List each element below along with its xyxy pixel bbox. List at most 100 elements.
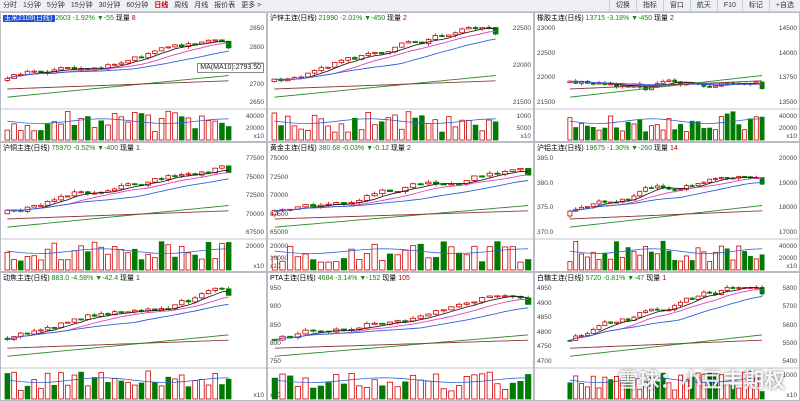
period-tab-6[interactable]: 日线 [154,2,169,9]
chart-panel-0[interactable]: 玉米2109(日线) 2603 -1.92% ▼-55 现量 8 2850 280… [0,12,267,142]
volume-bar [138,382,145,400]
price-axis-label: 70000 [245,210,264,218]
chart-panel-7[interactable]: PTA主连(日线) 4684 -3.14% ▼-152 现量 105 950 90… [267,272,534,401]
toolbar-button-2[interactable]: 窗口 [662,0,690,11]
volume-bar [701,128,707,141]
change-amount: ▼-55 [96,15,116,22]
period-tab-3[interactable]: 15分钟 [70,2,93,9]
volume-bar [318,118,325,141]
chart-panel-1[interactable]: 沪锌主连(日线) 21990 -2.01% ▼-450 现量 2 22500 22… [267,12,534,142]
chart-panel-5[interactable]: 沪铝主连(日线) 19675 -1.30% ▼-260 现量 14 20000 1… [534,142,800,272]
kline-chart [1,165,266,271]
candle-body [310,329,317,332]
volume-bar [24,385,31,400]
candle-body [118,185,125,190]
volume-bar [138,113,145,141]
volume-axis-label: 40000 [778,113,797,120]
volume-bar [132,112,138,141]
volume-bar [111,246,118,271]
toolbar-button-0[interactable]: 切换 [608,0,636,11]
instrument-name: 沪铜主连(日线) [3,145,52,152]
price-change: 13715 -3.18% [585,15,632,22]
volume-bar [584,125,590,141]
period-tab-8[interactable]: 月线 [194,2,209,9]
volume-bar [325,125,331,141]
toolbar-button-1[interactable]: 指标 [635,0,663,11]
volume-bar [654,124,660,141]
volume-bar [579,123,584,141]
period-tab-0[interactable]: 分时 [3,2,17,9]
chart-panel-4[interactable]: 黄金主连(日线) 380.68 -0.03% ▼-0.12 现量 2 75000… [267,142,534,272]
left-axis-label: 375.0 [537,204,554,212]
period-tab-2[interactable]: 5分钟 [46,2,65,9]
volume-bar [145,114,151,141]
volume-bar [724,113,730,141]
volume-unit-label: x10 [253,133,264,140]
chart-panel-6[interactable]: 动焦主连(日线) 883.0 -4.58% ▼-42.4 现量 1 x10 [0,272,267,401]
volume-bar [58,372,64,400]
chart-panel-3[interactable]: 沪铜主连(日线) 75970 -0.52% ▼-400 现量 1 77500 75… [0,142,267,272]
volume-bar [619,256,625,271]
candle-body [492,27,499,35]
volume-bar [689,120,695,141]
volume-bar [432,373,440,400]
price-change: 2603 -1.92% [55,15,97,22]
toolbar-actions: 切换 指标 窗口 航天 F10 标记 +自选 [608,0,800,11]
volume-bar [579,382,584,400]
toolbar-button-4[interactable]: F10 [716,0,742,11]
price-change: 21990 -2.01% [318,15,365,22]
ma-line-3 [569,205,763,228]
volume-bar [417,379,424,400]
period-tab-4[interactable]: 30分钟 [98,2,121,9]
volume-bar [625,371,631,400]
volume-bar [748,256,753,271]
ma-line-0 [274,295,529,341]
volume-bar [455,385,463,400]
left-axis-label: 380.0 [537,179,554,187]
chart-panel-2[interactable]: 橡胶主连(日线) 13715 -3.18% ▼-450 现量 2 14500 14… [534,12,800,142]
toolbar-button-6[interactable]: +自选 [768,0,800,11]
candle-body [310,204,317,207]
candle-body [345,57,351,61]
volume-bar [479,261,486,271]
toolbar-button-5[interactable]: 标记 [741,0,769,11]
ma-line-4 [274,80,496,90]
volume-bar [278,125,284,141]
left-axis-label: 385.0 [537,155,554,162]
candle-body [219,287,225,290]
volume-label: 现量 [120,275,136,282]
period-tab-5[interactable]: 60分钟 [126,2,149,9]
candle-body [707,291,713,294]
volume-bar [448,390,455,400]
volume-bar [567,117,573,141]
toolbar-button-3[interactable]: 航天 [689,0,717,11]
candle-body [98,313,104,317]
candle-body [683,185,689,190]
period-tab-10[interactable]: 更多 > [241,2,262,9]
candle-body [31,330,37,335]
period-tab-7[interactable]: 周线 [174,2,189,9]
price-axis-label: 70000 [270,192,289,199]
price-axis-label: 5700 [782,303,797,311]
volume-bar [192,128,198,141]
volume-bar [225,378,232,400]
kline-chart [1,39,266,141]
volume-axis-label: 20000 [778,255,797,262]
period-tab-9[interactable]: 报价表 [214,2,236,9]
volume-bar [279,373,286,400]
left-axis-label: 4900 [537,299,552,307]
volume-bar [38,259,44,271]
price-change: 380.68 -0.03% [318,145,367,152]
candle-body [302,329,309,335]
candle-body [118,62,125,65]
volume-value: 1 [135,275,140,282]
period-tab-1[interactable]: 1分钟 [23,2,41,9]
candle-body [584,333,590,336]
volume-bar [660,240,666,271]
candle-body [713,178,718,180]
candle-body [331,62,338,68]
candle-body [759,81,765,89]
volume-bar [310,387,317,400]
volume-axis-label: 40000 [245,113,264,120]
ma-line-4 [7,339,229,349]
